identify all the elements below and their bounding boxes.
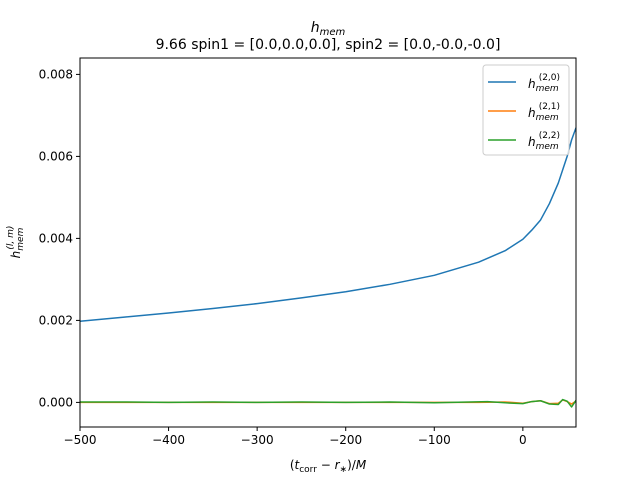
legend-box: [482, 64, 570, 156]
y-ticks: 0.000 0.002 0.004 0.006 0.008: [39, 67, 80, 409]
series-group: [80, 127, 576, 408]
x-tick-label: 0: [519, 433, 527, 447]
y-tick-label: 0.004: [39, 231, 73, 245]
chart-title: hmem: [311, 20, 346, 38]
title-main: h: [311, 20, 320, 36]
axes-frame: [79, 57, 577, 428]
y-tick-label: 0.008: [39, 67, 73, 81]
legend: hmem(2,0) hmem(2,1) hmem(2,2): [482, 64, 570, 156]
y-tick-label: 0.006: [39, 149, 73, 163]
x-tick-label: −100: [418, 433, 451, 447]
y-tick-label: 0.000: [39, 395, 73, 409]
series-line-l22: [80, 398, 576, 408]
title-main-sub: mem: [320, 27, 346, 38]
legend-label: hmem(2,2): [528, 131, 560, 152]
x-tick-label: −500: [64, 433, 97, 447]
x-tick-label: −400: [152, 433, 185, 447]
legend-label: hmem(2,1): [528, 102, 560, 123]
x-axis-label: (tcorr − r∗)/M: [290, 458, 367, 475]
legend-label: hmem(2,0): [528, 73, 560, 94]
y-tick-label: 0.002: [39, 313, 73, 327]
x-tick-label: −200: [329, 433, 362, 447]
series-line-l20: [80, 127, 576, 322]
y-axis-label: hmem(l, m): [6, 226, 26, 259]
x-tick-label: −300: [241, 433, 274, 447]
chart-subtitle: 9.66 spin1 = [0.0,0.0,0.0], spin2 = [0.0…: [156, 37, 501, 53]
x-ticks: −500 −400 −300 −200 −100 0: [64, 427, 527, 447]
